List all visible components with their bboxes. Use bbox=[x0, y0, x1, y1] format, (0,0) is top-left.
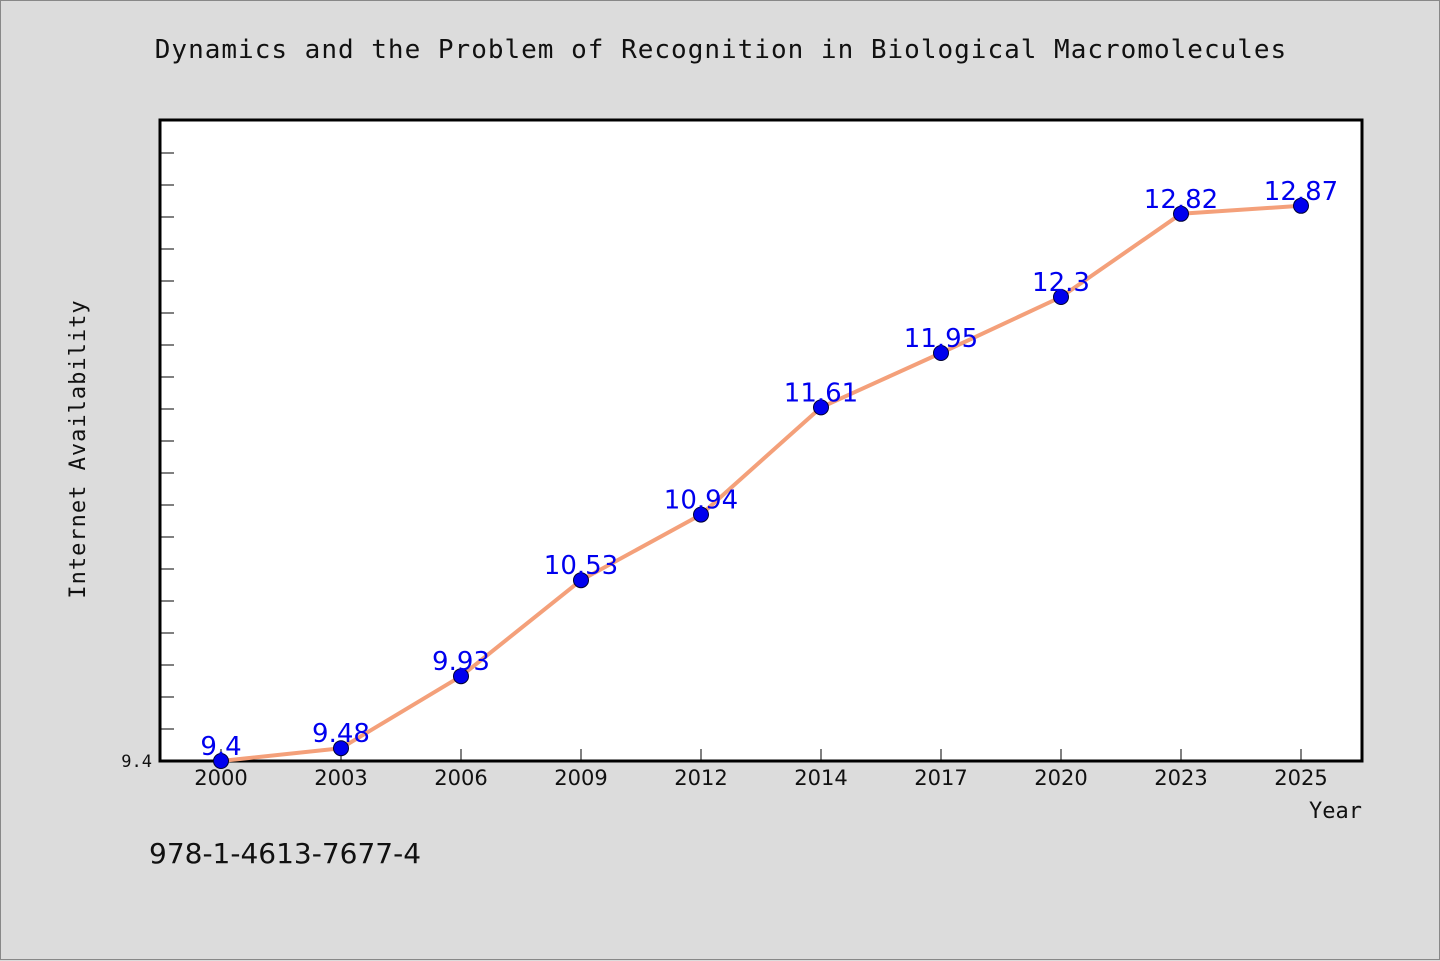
data-label: 11.61 bbox=[784, 378, 858, 408]
data-point bbox=[213, 753, 229, 769]
data-point bbox=[1053, 289, 1069, 305]
data-label: 12.87 bbox=[1264, 177, 1338, 207]
chart-title: Dynamics and the Problem of Recognition … bbox=[154, 35, 1288, 65]
data-label: 9.48 bbox=[312, 719, 370, 749]
data-label: 9.93 bbox=[432, 647, 490, 677]
data-label: 10.53 bbox=[544, 551, 618, 581]
data-point bbox=[1293, 197, 1309, 214]
series-line bbox=[219, 203, 1303, 763]
x-tick-label: 2020 bbox=[1034, 766, 1087, 790]
data-point bbox=[933, 345, 949, 361]
x-tick-label: 2003 bbox=[314, 766, 367, 790]
x-tick-label: 2014 bbox=[794, 766, 847, 790]
x-tick-label: 2023 bbox=[1154, 766, 1207, 790]
data-point bbox=[333, 740, 349, 757]
data-label: 12.82 bbox=[1144, 185, 1218, 215]
x-tick-label: 2006 bbox=[434, 766, 487, 790]
data-point bbox=[693, 506, 709, 523]
y-axis-title: Internet Availability bbox=[66, 299, 91, 598]
data-label: 10.94 bbox=[664, 486, 738, 516]
x-tick-label: 2009 bbox=[554, 766, 607, 790]
x-tick-label: 2025 bbox=[1274, 766, 1327, 790]
data-label: 11.95 bbox=[904, 324, 978, 354]
y-tick-label: 9.4 bbox=[121, 752, 152, 772]
x-tick-label: 2000 bbox=[194, 766, 247, 790]
x-tick-label: 2017 bbox=[914, 766, 967, 790]
data-point bbox=[1173, 205, 1189, 222]
isbn-label: 978-1-4613-7677-4 bbox=[149, 837, 422, 870]
x-axis-title: Year bbox=[1309, 799, 1362, 824]
data-point bbox=[573, 572, 589, 589]
data-point bbox=[453, 668, 469, 685]
data-point bbox=[813, 399, 829, 416]
x-tick-label: 2012 bbox=[674, 766, 727, 790]
data-label: 9.4 bbox=[200, 732, 241, 762]
data-label: 12.3 bbox=[1032, 268, 1090, 298]
